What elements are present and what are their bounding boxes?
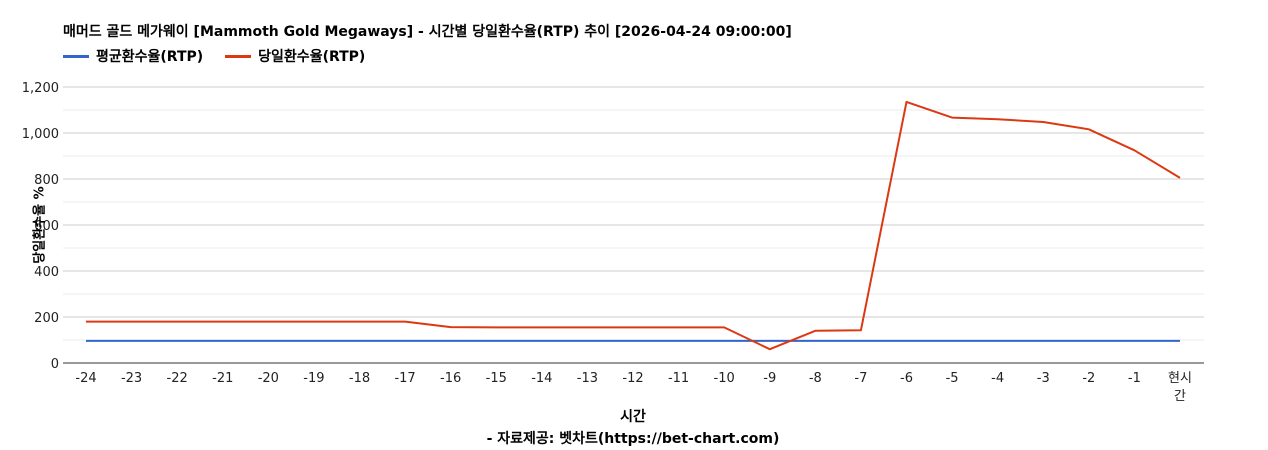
x-tick-label: -19 [303, 371, 324, 386]
x-tick-label: -17 [394, 371, 415, 386]
y-tick-label: 0 [51, 357, 59, 372]
x-tick-label: -9 [763, 371, 776, 386]
x-tick-label: -6 [900, 371, 913, 386]
x-tick-label: -10 [714, 371, 735, 386]
x-tick-label: -18 [349, 371, 370, 386]
x-tick-label: -11 [668, 371, 689, 386]
legend-swatch-average [63, 54, 89, 58]
series-lines [86, 100, 1181, 351]
legend-swatch-daily [225, 54, 252, 58]
y-tick-label: 1,000 [22, 127, 59, 142]
y-tick-label: 1,200 [22, 81, 59, 96]
source-credit: - 자료제공: 벳차트(https://bet-chart.com) [486, 431, 780, 447]
x-tick-label: -8 [809, 371, 822, 386]
x-tick-label: -2 [1082, 371, 1095, 386]
gridlines [63, 86, 1204, 341]
x-tick-label: -21 [212, 371, 233, 386]
x-tick-label: -4 [991, 371, 1004, 386]
legend-item-daily[interactable]: 당일환수율(RTP) [225, 46, 365, 66]
x-tick-label: -13 [577, 371, 598, 386]
x-tick-label: -5 [946, 371, 959, 386]
y-tick-label: 800 [34, 173, 59, 188]
series-line-daily[interactable] [86, 100, 1181, 351]
x-tick-label: -24 [75, 371, 96, 386]
x-tick-label: -22 [167, 371, 188, 386]
y-tick-label: 400 [34, 265, 59, 280]
x-tick-label: -23 [121, 371, 142, 386]
x-tick-label: -20 [258, 371, 279, 386]
x-tick-label: -12 [622, 371, 643, 386]
x-tick-label: -3 [1037, 371, 1050, 386]
x-tick-label: 현시 간 [1168, 371, 1192, 404]
x-tick-label: -1 [1128, 371, 1141, 386]
x-axis-title: 시간 [620, 409, 646, 425]
x-tick-label: -14 [531, 371, 552, 386]
x-tick-label: -15 [486, 371, 507, 386]
y-tick-label: 600 [34, 219, 59, 234]
y-tick-label: 200 [34, 311, 59, 326]
chart-legend: 평균환수율(RTP) 당일환수율(RTP) [63, 46, 387, 66]
chart-title: 매머드 골드 메가웨이 [Mammoth Gold Megaways] - 시간… [63, 24, 792, 40]
legend-label-daily: 당일환수율(RTP) [258, 49, 366, 65]
legend-item-average[interactable]: 평균환수율(RTP) [63, 46, 203, 66]
tick-labels: 0 200 400 600 800 1,000 1,200 -24 -23 -22 -21 -20 -1… [22, 81, 1192, 404]
y-axis-title: 당일환수율 % [32, 186, 48, 264]
x-tick-label: -16 [440, 371, 461, 386]
legend-label-average: 평균환수율(RTP) [96, 49, 204, 65]
x-tick-label: -7 [854, 371, 867, 386]
